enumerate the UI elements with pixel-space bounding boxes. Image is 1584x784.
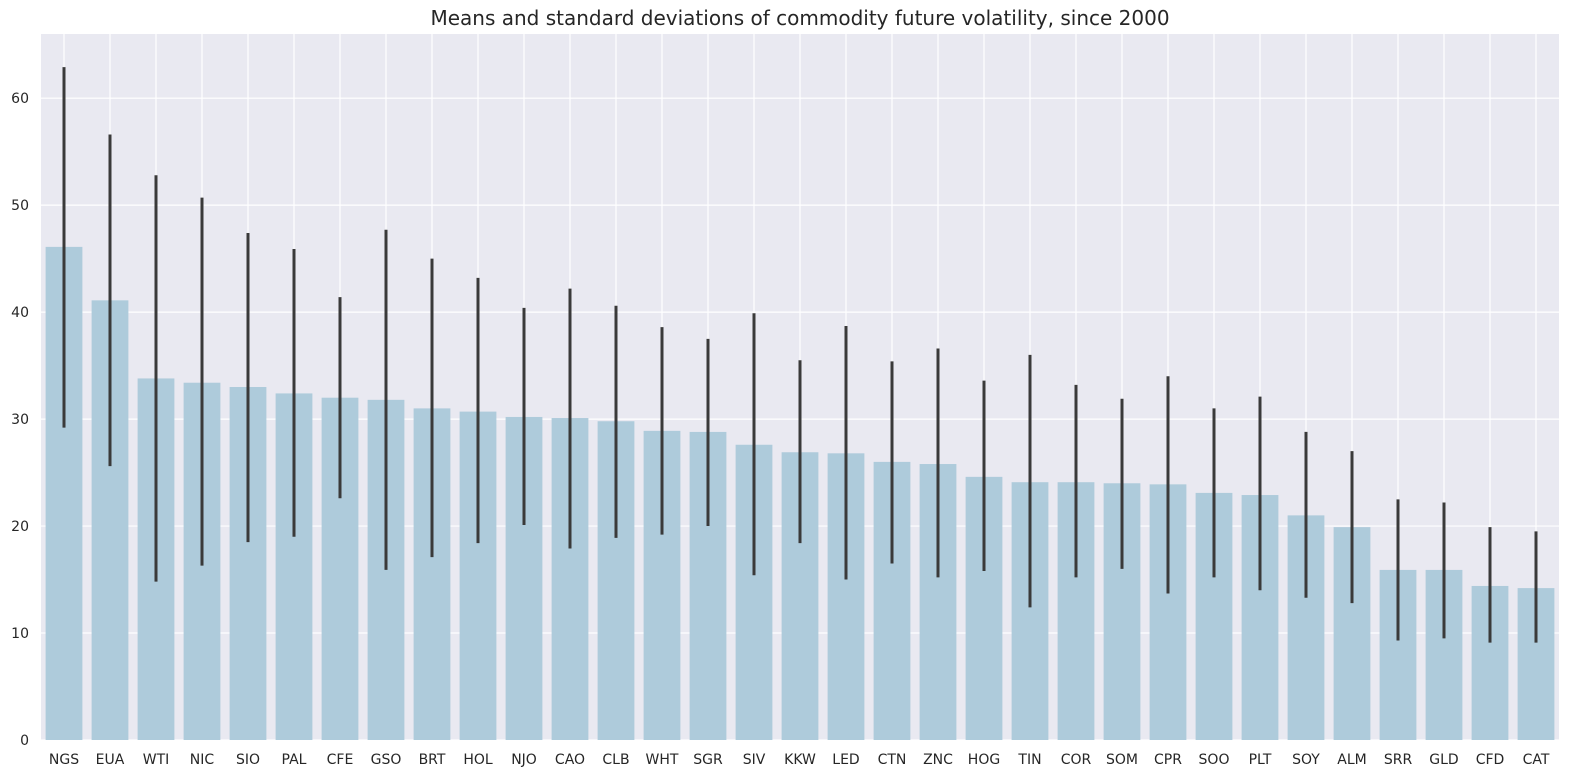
x-tick-label: ZNC <box>923 752 953 768</box>
y-tick-label: 40 <box>11 305 29 321</box>
chart-title: Means and standard deviations of commodi… <box>430 6 1169 30</box>
x-tick-label: SOM <box>1106 752 1138 768</box>
x-tick-label: CAT <box>1523 752 1550 768</box>
x-tick-label: NIC <box>190 752 215 768</box>
x-tick-label: PAL <box>282 752 307 768</box>
x-tick-label: SOO <box>1199 752 1230 768</box>
x-tick-label: CFE <box>327 752 354 768</box>
x-tick-label: SIO <box>236 752 260 768</box>
x-tick-label: SIV <box>743 752 766 768</box>
x-tick-label: WTI <box>143 752 170 768</box>
x-tick-label: BRT <box>419 752 446 768</box>
x-tick-label: SGR <box>693 752 723 768</box>
y-tick-label: 60 <box>11 91 29 107</box>
x-tick-label: TIN <box>1017 752 1041 768</box>
x-tick-label: WHT <box>646 752 679 768</box>
x-tick-label: ALM <box>1337 752 1366 768</box>
x-tick-label: LED <box>832 752 859 768</box>
x-tick-label: NJO <box>511 752 537 768</box>
y-tick-label: 20 <box>11 519 29 535</box>
x-tick-label: HOG <box>968 752 1000 768</box>
y-tick-label: 0 <box>20 733 29 749</box>
y-tick-label: 50 <box>11 198 29 214</box>
y-tick-label: 10 <box>11 626 29 642</box>
x-tick-label: CFD <box>1476 752 1505 768</box>
x-tick-label: EUA <box>96 752 125 768</box>
x-tick-label: PLT <box>1249 752 1272 768</box>
x-tick-label: COR <box>1061 752 1092 768</box>
x-tick-label: HOL <box>463 752 493 768</box>
x-tick-label: CAO <box>555 752 585 768</box>
x-axis: NGS EUA WTI NIC SIO PAL CFE GSO BRT HOL NJO CAO CLB W… <box>49 752 1550 768</box>
error-bars <box>62 67 1538 643</box>
y-tick-label: 30 <box>11 412 29 428</box>
x-tick-label: GLD <box>1429 752 1458 768</box>
x-tick-label: GSO <box>371 752 402 768</box>
y-axis: 0 10 20 30 40 50 60 <box>11 91 29 749</box>
x-tick-label: CPR <box>1154 752 1182 768</box>
x-tick-label: NGS <box>49 752 79 768</box>
x-tick-label: KKW <box>784 752 816 768</box>
x-tick-label: CTN <box>878 752 907 768</box>
x-tick-label: SOY <box>1292 752 1320 768</box>
x-tick-label: CLB <box>602 752 629 768</box>
x-tick-label: SRR <box>1384 752 1413 768</box>
